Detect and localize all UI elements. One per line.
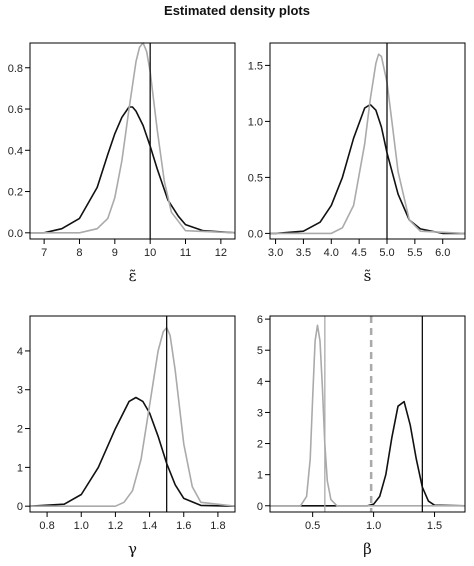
- density-curve-light: [270, 53, 466, 235]
- x-tick-label: 12: [215, 247, 227, 259]
- x-tick-label: 3.5: [296, 247, 311, 259]
- x-tick-label: 8: [76, 247, 82, 259]
- y-tick-label: 0.4: [8, 145, 23, 157]
- density-curve-light: [270, 324, 465, 507]
- plot-frame: [29, 42, 236, 240]
- density-curve-light: [30, 326, 236, 507]
- x-tick-label: 5.0: [379, 247, 394, 259]
- plot-frame: [29, 315, 236, 513]
- x-tick-label: 6.0: [435, 247, 450, 259]
- y-tick-label: 2: [257, 439, 263, 451]
- y-tick-label: 4: [17, 346, 23, 358]
- x-tick-label: 5.5: [407, 247, 422, 259]
- y-tick-label: 0.8: [8, 63, 23, 75]
- x-tick-label: 7: [41, 247, 47, 259]
- x-tick-label: 4.0: [324, 247, 339, 259]
- x-tick-label: 1.0: [366, 520, 381, 532]
- density-curve-dark: [29, 396, 236, 507]
- x-axis-label: s̃: [364, 267, 372, 285]
- x-tick-label: 10: [144, 247, 156, 259]
- y-tick-label: 3: [257, 407, 263, 419]
- y-tick-label: 0: [257, 501, 263, 513]
- plot-panel-1: 7 8 9 10 11 12 0.0 0.2 0.4 0.6 0.8 ε̃: [8, 42, 236, 285]
- y-tick-label: 0.2: [8, 187, 23, 199]
- x-tick-label: 1.0: [74, 520, 89, 532]
- plot-panel-3: 0.8 1.0 1.2 1.4 1.6 1.8 0 1 2 3 4 γ: [17, 315, 236, 558]
- y-tick-label: 3: [17, 385, 23, 397]
- plot-frame: [269, 42, 466, 240]
- x-tick-label: 9: [112, 247, 118, 259]
- y-tick-label: 0.6: [8, 104, 23, 116]
- x-tick-label: 3.0: [268, 247, 283, 259]
- density-curve-dark: [270, 400, 466, 507]
- x-tick-label: 4.5: [351, 247, 366, 259]
- x-tick-label: 1.2: [108, 520, 123, 532]
- x-tick-label: 1.5: [427, 520, 442, 532]
- y-tick-label: 5: [257, 345, 263, 357]
- y-tick-label: 6: [257, 314, 263, 326]
- y-tick-label: 1.5: [248, 60, 263, 72]
- x-axis-label: γ: [128, 540, 137, 558]
- figure-title: Estimated density plots: [164, 3, 310, 18]
- plot-panel-4: 0.5 1.0 1.5 0 1 2 3 4 5 6 β: [257, 314, 466, 558]
- density-curve-light: [30, 42, 236, 234]
- x-tick-label: 1.8: [210, 520, 225, 532]
- y-tick-label: 2: [17, 424, 23, 436]
- density-curve-dark: [30, 106, 236, 234]
- y-tick-label: 0.5: [248, 172, 263, 184]
- y-tick-label: 0.0: [248, 228, 263, 240]
- x-tick-label: 11: [180, 247, 191, 259]
- plot-grid: 7 8 9 10 11 120.00.20.40.60.8ε̃3.0 3.5 4.0 4.5 5.…: [8, 42, 466, 558]
- y-tick-label: 1: [257, 470, 263, 482]
- y-tick-label: 0.0: [8, 228, 23, 240]
- plot-frame: [269, 315, 466, 513]
- y-tick-label: 4: [257, 376, 263, 388]
- x-tick-label: 0.5: [305, 520, 320, 532]
- y-tick-label: 1: [17, 462, 23, 474]
- y-tick-label: 0: [17, 501, 23, 513]
- y-tick-label: 1.0: [248, 116, 263, 128]
- plot-panel-2: 3.0 3.5 4.0 4.5 5.0 5.5 6.0 0.0 0.5 1.0 1.5 s̃: [248, 42, 466, 285]
- x-tick-label: 1.4: [142, 520, 157, 532]
- x-tick-label: 1.6: [176, 520, 191, 532]
- x-tick-label: 0.8: [39, 520, 54, 532]
- x-axis-label: β: [363, 540, 372, 558]
- x-axis-label: ε̃: [129, 267, 137, 285]
